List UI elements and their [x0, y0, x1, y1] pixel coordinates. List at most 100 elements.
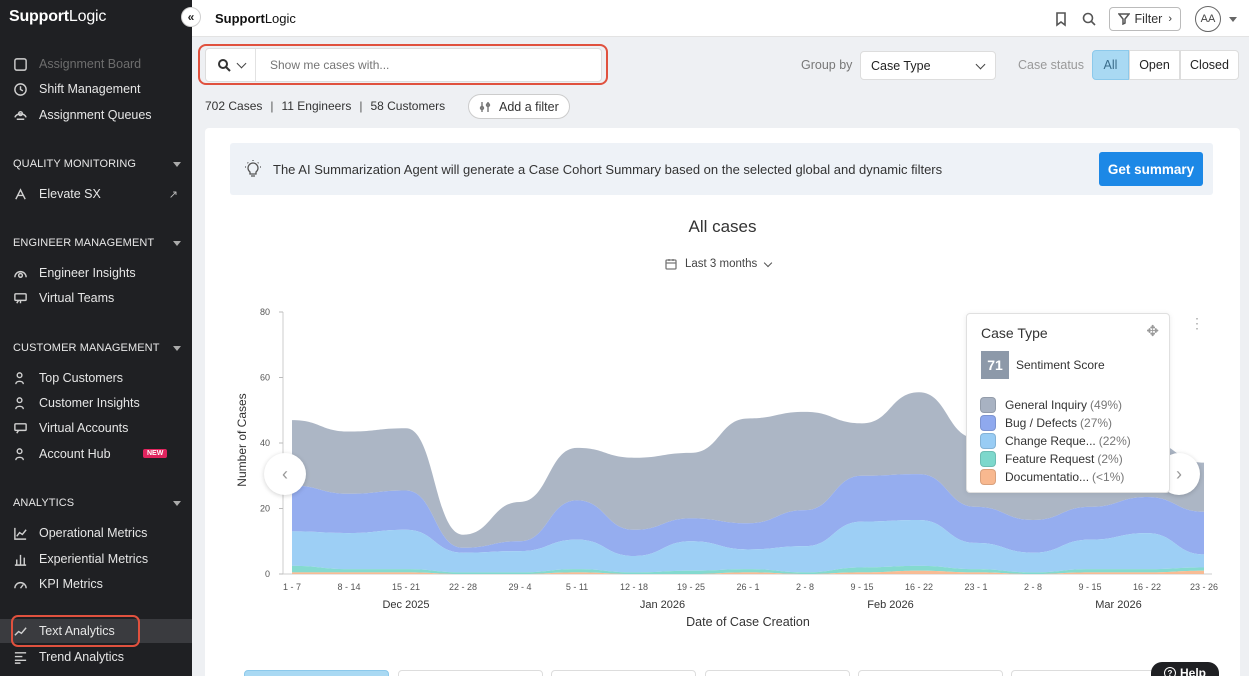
trend-icon [12, 623, 28, 639]
highlight-annotation [11, 615, 140, 647]
y-tick-label: 20 [260, 504, 270, 514]
x-tick-label: 2 - 8 [796, 582, 814, 592]
x-month-label: Dec 2025 [382, 599, 429, 611]
sidebar-item-experiential-metrics[interactable]: Experiential Metrics [0, 547, 192, 571]
sidebar-item-shift-management[interactable]: Shift Management [0, 77, 192, 101]
x-tick-label: 23 - 1 [964, 582, 987, 592]
x-axis-title: Date of Case Creation [686, 615, 810, 629]
section-engineer-management[interactable]: ENGINEER MANAGEMENT [13, 237, 181, 249]
bottom-tab[interactable] [858, 670, 1003, 676]
sidebar-item-operational-metrics[interactable]: Operational Metrics [0, 521, 192, 545]
sidebar-item-elevate-sx[interactable]: Elevate SX ↗ [0, 182, 192, 206]
status-open-button[interactable]: Open [1129, 50, 1180, 80]
customers-count: 58 Customers [370, 99, 446, 113]
legend-item[interactable]: General Inquiry (49%) [980, 397, 1122, 413]
accounts-icon [12, 420, 28, 436]
stacked-area-chart: 0 20 40 60 80 1 - 7 8 - 14 15 - 21 22 - 28 29 - 4… [235, 307, 1218, 629]
filter-label: Filter [1134, 12, 1163, 26]
calendar-icon [665, 259, 677, 270]
area-series [292, 392, 1204, 548]
ai-summary-banner: The AI Summarization Agent will generate… [230, 143, 1213, 195]
top-logo[interactable]: SupportLogic [215, 11, 296, 26]
caret-down-icon[interactable] [1229, 16, 1237, 22]
sidebar-item-label: Elevate SX [39, 187, 101, 201]
avatar[interactable]: AA [1195, 6, 1221, 32]
more-options-icon[interactable]: ⋮ [1190, 316, 1204, 330]
legend-title: Case Type [981, 325, 1048, 341]
sidebar-item-text-analytics[interactable]: Text Analytics [0, 619, 192, 643]
collapse-sidebar-button[interactable]: « [181, 7, 201, 27]
x-tick-label: 16 - 22 [905, 582, 933, 592]
legend-item[interactable]: Change Reque... (22%) [980, 433, 1131, 449]
double-chevron-left-icon: « [187, 10, 195, 24]
bar-chart-icon [12, 551, 28, 567]
sidebar-item-virtual-accounts[interactable]: Virtual Accounts [0, 416, 192, 440]
sidebar-item-label: Experiential Metrics [39, 552, 149, 566]
banner-text: The AI Summarization Agent will generate… [273, 161, 943, 177]
filter-button[interactable]: Filter › [1108, 7, 1181, 31]
legend-item[interactable]: Bug / Defects (27%) [980, 415, 1112, 431]
legend-item[interactable]: Documentatio... (<1%) [980, 469, 1124, 485]
status-closed-button[interactable]: Closed [1180, 50, 1239, 80]
gauge-icon [12, 576, 28, 592]
bottom-tab[interactable] [1011, 670, 1156, 676]
section-label: ANALYTICS [13, 497, 75, 509]
date-range-select[interactable]: Last 3 months [665, 258, 773, 270]
sidebar-item-account-hub[interactable]: Account Hub NEW [0, 442, 192, 466]
legend-pct: (49%) [1090, 398, 1123, 412]
sidebar-item-engineer-insights[interactable]: Engineer Insights [0, 261, 192, 285]
sidebar-item-virtual-teams[interactable]: Virtual Teams [0, 286, 192, 310]
section-customer-management[interactable]: CUSTOMER MANAGEMENT [13, 342, 181, 354]
lightbulb-icon [243, 159, 263, 179]
bottom-tab[interactable] [398, 670, 543, 676]
legend-swatch [980, 397, 996, 413]
legend-item[interactable]: Feature Request (2%) [980, 451, 1123, 467]
sidebar-item-label: Top Customers [39, 371, 124, 385]
section-analytics[interactable]: ANALYTICS [13, 497, 181, 509]
bottom-tab[interactable] [551, 670, 696, 676]
date-range-label: Last 3 months [685, 258, 758, 270]
group-by-value: Case Type [871, 58, 931, 73]
search-input[interactable] [270, 58, 570, 72]
sidebar-item-top-customers[interactable]: Top Customers [0, 366, 192, 390]
bottom-tab[interactable] [244, 670, 389, 676]
y-axis-title: Number of Cases [235, 393, 249, 486]
app-logo[interactable]: SupportLogic [9, 8, 107, 25]
search-scope-dropdown[interactable] [206, 49, 256, 81]
add-filter-button[interactable]: Add a filter [468, 94, 570, 119]
sidebar-item-trend-analytics[interactable]: Trend Analytics [0, 645, 192, 669]
teams-icon [12, 290, 28, 306]
caret-down-icon [173, 240, 181, 246]
y-tick-label: 60 [260, 373, 270, 383]
elevate-icon [12, 186, 28, 202]
sidebar-item-kpi-metrics[interactable]: KPI Metrics [0, 572, 192, 596]
x-tick-label: 5 - 11 [566, 582, 588, 592]
help-button[interactable]: ? Help [1151, 662, 1219, 676]
legend-panel[interactable]: Case Type ✥ 71 Sentiment Score General I… [966, 313, 1170, 493]
chevron-left-icon: ‹ [282, 463, 288, 484]
group-by-select[interactable]: Case Type [860, 51, 996, 80]
move-icon[interactable]: ✥ [1146, 323, 1159, 340]
sidebar-item-customer-insights[interactable]: Customer Insights [0, 391, 192, 415]
section-quality-monitoring[interactable]: QUALITY MONITORING [13, 158, 181, 170]
sidebar-item-assignment-queues[interactable]: Assignment Queues [0, 103, 192, 127]
legend-pct: (27%) [1080, 416, 1113, 430]
y-tick-label: 0 [265, 569, 270, 579]
bookmark-icon[interactable] [1053, 11, 1069, 27]
bottom-tab[interactable] [705, 670, 850, 676]
area-series [292, 519, 1204, 573]
section-label: CUSTOMER MANAGEMENT [13, 342, 160, 354]
separator: | [359, 99, 363, 113]
sidebar-item-label: Shift Management [39, 82, 141, 96]
search-icon[interactable] [1081, 11, 1097, 27]
x-tick-label: 16 - 22 [1133, 582, 1161, 592]
sidebar-item-assignment-board[interactable]: Assignment Board [0, 52, 192, 76]
chart-prev-button[interactable]: ‹ [264, 453, 306, 495]
get-summary-button[interactable]: Get summary [1099, 152, 1203, 186]
status-all-button[interactable]: All [1092, 50, 1129, 80]
queue-icon [12, 107, 28, 123]
legend-label: Documentatio... [1005, 470, 1090, 484]
chart-card: The AI Summarization Agent will generate… [205, 128, 1240, 676]
lines-icon [12, 649, 28, 665]
stats-summary: 702 Cases | 11 Engineers | 58 Customers [205, 99, 445, 113]
